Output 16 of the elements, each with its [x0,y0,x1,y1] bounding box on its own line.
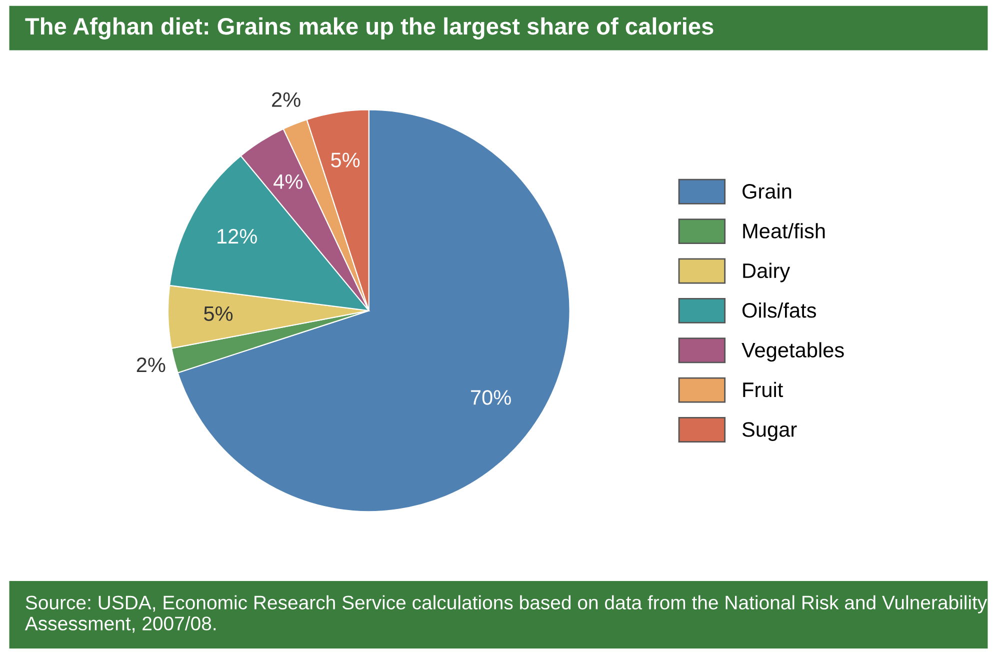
data-label: 12% [218,228,257,244]
data-label: 5% [204,306,233,321]
legend-label: Fruit [743,382,784,398]
chart-title: The Afghan diet: Grains make up the largest share of calories [25,17,714,40]
legend-label: Sugar [742,422,797,441]
data-label: 2% [272,92,300,107]
legend-label: Grain [742,183,792,199]
data-label: 2% [136,357,166,372]
legend-label: Oils/fats [742,302,816,318]
data-label: 4% [274,174,302,189]
source-note: Source: USDA, Economic Research Service calculations based on data from the National Risk and Vulnerability Assessment, 2007/08. [24,595,988,633]
legend-label: Meat/fish [743,223,825,238]
data-label: 5% [331,152,360,168]
data-label: 70% [471,390,511,405]
legend-label: Dairy [743,262,790,282]
legend-label: Vegetables [742,342,844,362]
